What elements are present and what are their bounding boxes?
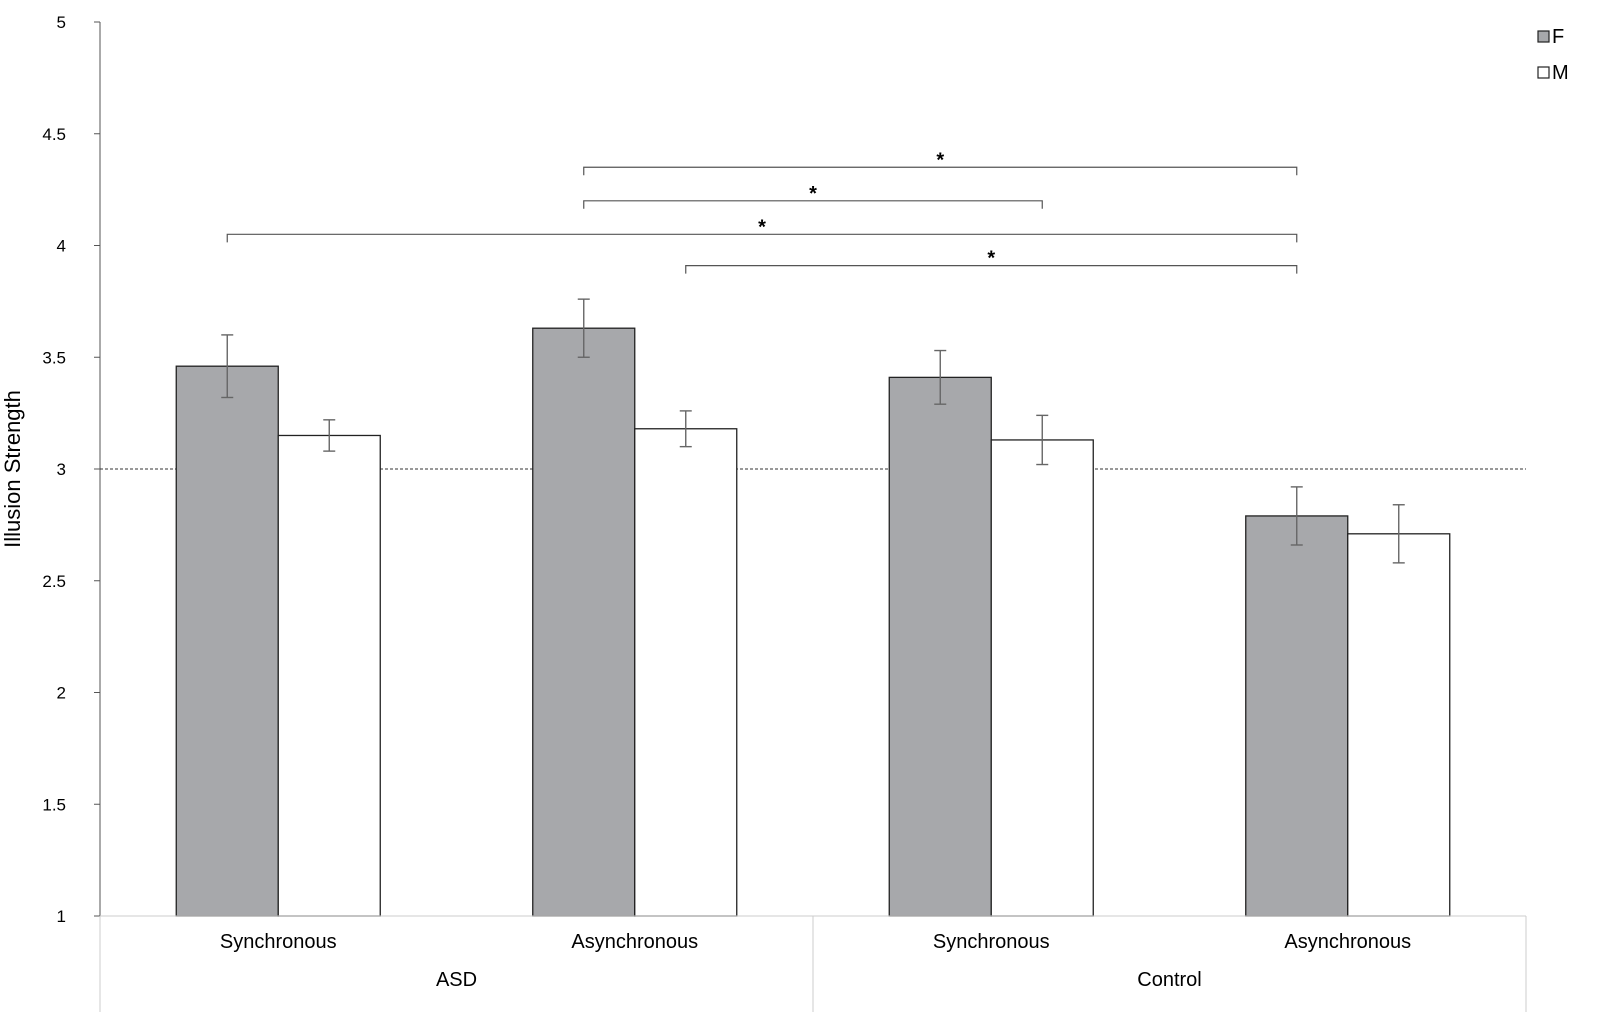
- y-tick-label: 2.5: [42, 572, 66, 591]
- bar-m-1: [634, 428, 738, 917]
- legend-swatch: [1537, 30, 1550, 43]
- legend: FM: [1537, 26, 1569, 84]
- y-tick-label: 5: [57, 13, 66, 32]
- bracket-line: [685, 265, 1298, 274]
- x-category-label: Synchronous: [220, 931, 337, 953]
- legend-item-m: M: [1537, 62, 1569, 84]
- legend-swatch: [1537, 66, 1550, 79]
- y-tick-label: 1.5: [42, 795, 66, 814]
- x-category-label: Synchronous: [933, 931, 1050, 953]
- error-bar-f-0: [221, 334, 234, 399]
- x-axis: Synchronous Asynchronous ASD Synchronous Asy…: [99, 915, 1527, 1012]
- y-tick-label: 3: [57, 460, 66, 479]
- legend-label: M: [1552, 62, 1569, 84]
- significance-label: *: [758, 216, 766, 238]
- bar-m-2: [990, 439, 1094, 917]
- y-tick-label: 4: [57, 237, 66, 256]
- x-category-label: Asynchronous: [571, 931, 698, 953]
- y-tick-label: 1: [57, 907, 66, 926]
- x-group-label: Control: [1137, 969, 1201, 991]
- legend-label: F: [1552, 26, 1564, 48]
- error-bar-f-1: [577, 298, 590, 358]
- significance-bracket: *: [583, 183, 1043, 209]
- bars: [175, 327, 1451, 917]
- bracket-line: [583, 200, 1043, 209]
- significance-brackets: * * * *: [226, 149, 1298, 274]
- significance-label: *: [809, 183, 817, 205]
- bar-m-0: [277, 434, 381, 917]
- y-tick-label: 2: [57, 684, 66, 703]
- y-tick-label: 3.5: [42, 348, 66, 367]
- error-bar-f-3: [1290, 486, 1303, 546]
- error-bars: [221, 298, 1405, 564]
- y-axis-title: Illusion Strength: [0, 390, 25, 548]
- bar-f-0: [175, 365, 279, 917]
- error-bar-m-0: [323, 419, 336, 452]
- bracket-line: [583, 166, 1298, 176]
- significance-bracket: *: [583, 149, 1298, 176]
- bar-m-3: [1347, 533, 1451, 917]
- bar-f-1: [532, 327, 636, 917]
- significance-label: *: [987, 248, 995, 270]
- bar-f-3: [1245, 515, 1349, 917]
- x-category-label: Asynchronous: [1284, 931, 1411, 953]
- error-bar-m-1: [679, 410, 692, 448]
- error-bar-m-2: [1036, 414, 1049, 466]
- significance-bracket: *: [685, 248, 1298, 274]
- x-group-label: ASD: [436, 969, 477, 991]
- legend-item-f: F: [1537, 26, 1564, 48]
- significance-bracket: *: [226, 216, 1298, 243]
- error-bar-f-2: [934, 349, 947, 405]
- error-bar-m-3: [1392, 504, 1405, 564]
- y-axis: 1 1.5 2 2.5 3 3.5 4 4.5 5: [42, 13, 101, 926]
- y-tick-label: 4.5: [42, 125, 66, 144]
- significance-label: *: [936, 149, 944, 171]
- bracket-line: [226, 233, 1298, 243]
- bar-f-2: [888, 376, 992, 917]
